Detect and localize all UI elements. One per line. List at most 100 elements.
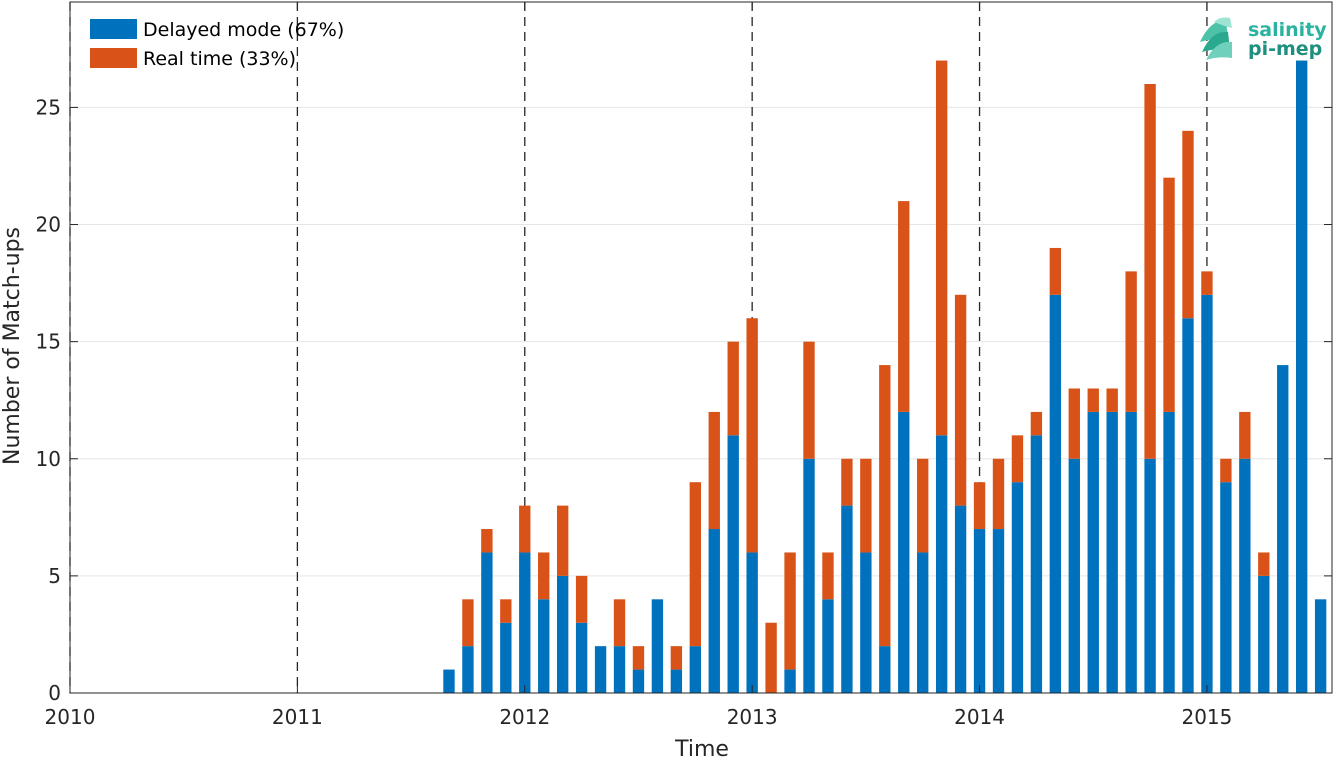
- bar-segment: [803, 341, 815, 459]
- bar-segment: [613, 599, 626, 647]
- bar-segment: [954, 294, 967, 506]
- legend-label: Real time (33%): [143, 48, 296, 70]
- bar-segment: [1220, 458, 1232, 483]
- bar-segment: [1068, 458, 1080, 693]
- legend: Delayed mode (67%) Real time (33%): [90, 19, 344, 70]
- x-axis-label: Time: [674, 737, 729, 758]
- bar-segment: [632, 646, 645, 670]
- bar-segment: [651, 599, 664, 693]
- bar-segment: [1087, 388, 1099, 412]
- bar-segment: [765, 622, 777, 693]
- bar-segment: [822, 599, 834, 693]
- bar-segment: [538, 552, 550, 600]
- bar-segment: [708, 529, 720, 693]
- bar-segment: [519, 552, 531, 693]
- bar-segment: [1068, 388, 1080, 459]
- bar-segment: [973, 482, 986, 530]
- bar-segment: [1144, 83, 1156, 459]
- bar-segment: [746, 318, 758, 553]
- bar-segment: [822, 552, 834, 600]
- bar-segment: [575, 622, 588, 693]
- bar-segment: [708, 411, 720, 530]
- bar-series: [443, 60, 1327, 693]
- bar-segment: [1277, 365, 1289, 693]
- bar-segment: [556, 505, 569, 576]
- bar-segment: [1125, 411, 1137, 693]
- bar-segment: [898, 201, 910, 412]
- bar-segment: [443, 669, 455, 693]
- logo-line2: pi-mep: [1248, 38, 1322, 60]
- legend-swatch: [90, 19, 137, 39]
- bar-segment: [670, 669, 683, 693]
- x-tick-label: 2014: [954, 705, 1005, 729]
- bar-segment: [1144, 458, 1156, 693]
- bar-segment: [613, 646, 626, 693]
- bar-segment: [1182, 130, 1194, 319]
- bar-segment: [500, 622, 512, 693]
- bar-segment: [462, 646, 474, 693]
- bar-segment: [1011, 435, 1024, 483]
- logo-line1: salinity: [1248, 19, 1327, 41]
- bar-segment: [1201, 294, 1213, 693]
- bar-segment: [1106, 388, 1118, 412]
- bar-segment: [1087, 411, 1099, 693]
- y-axis-label: Number of Match-ups: [0, 227, 25, 465]
- bar-segment: [1163, 177, 1175, 412]
- bar-segment: [935, 60, 948, 436]
- bar-segment: [481, 529, 493, 553]
- bar-segment: [1258, 575, 1270, 693]
- bar-segment: [917, 458, 929, 553]
- x-tick-label: 2013: [727, 705, 778, 729]
- y-axis-ticks: 0 5 10 15 20 25: [36, 95, 1332, 705]
- bar-segment: [1030, 411, 1043, 436]
- bar-segment: [1314, 599, 1327, 693]
- bar-segment: [575, 575, 588, 623]
- bar-segment: [935, 435, 948, 693]
- bar-segment: [898, 411, 910, 693]
- legend-swatch: [90, 48, 137, 68]
- bar-segment: [917, 552, 929, 693]
- bar-segment: [1258, 552, 1270, 576]
- bar-segment: [803, 458, 815, 693]
- y-tick-label: 5: [48, 564, 61, 588]
- bar-segment: [1239, 458, 1251, 693]
- bar-segment: [1011, 482, 1024, 693]
- y-tick-label: 25: [36, 95, 61, 119]
- bar-segment: [860, 552, 872, 693]
- y-tick-label: 10: [36, 447, 61, 471]
- bar-segment: [1295, 60, 1308, 693]
- bar-segment: [879, 646, 891, 693]
- legend-label: Delayed mode (67%): [143, 19, 344, 41]
- bar-segment: [727, 435, 739, 693]
- bar-segment: [992, 529, 1005, 693]
- bar-segment: [860, 458, 872, 553]
- axes-box: [69, 1, 1333, 694]
- bar-segment: [841, 505, 853, 693]
- bar-segment: [954, 505, 967, 693]
- bar-segment: [1163, 411, 1175, 693]
- y-tick-label: 0: [48, 681, 61, 705]
- bar-segment: [689, 482, 701, 647]
- bar-segment: [1125, 271, 1137, 412]
- bar-segment: [632, 669, 645, 693]
- x-tick-label: 2012: [499, 705, 550, 729]
- bar-segment: [481, 552, 493, 693]
- bar-segment: [879, 365, 891, 647]
- bar-segment: [556, 575, 569, 693]
- bar-segment: [1030, 435, 1043, 693]
- bar-segment: [1239, 411, 1251, 459]
- bar-segment: [519, 505, 531, 553]
- bar-segment: [500, 599, 512, 623]
- bar-segment: [538, 599, 550, 693]
- bar-segment: [689, 646, 701, 693]
- bar-segment: [973, 529, 986, 693]
- y-tick-label: 20: [36, 213, 61, 237]
- bar-segment: [1049, 294, 1062, 693]
- x-tick-label: 2010: [45, 705, 96, 729]
- bar-segment: [1201, 271, 1213, 295]
- bar-segment: [841, 458, 853, 506]
- bar-segment: [1182, 318, 1194, 693]
- bar-segment: [462, 599, 474, 647]
- bar-segment: [594, 646, 607, 693]
- bar-segment: [784, 552, 796, 670]
